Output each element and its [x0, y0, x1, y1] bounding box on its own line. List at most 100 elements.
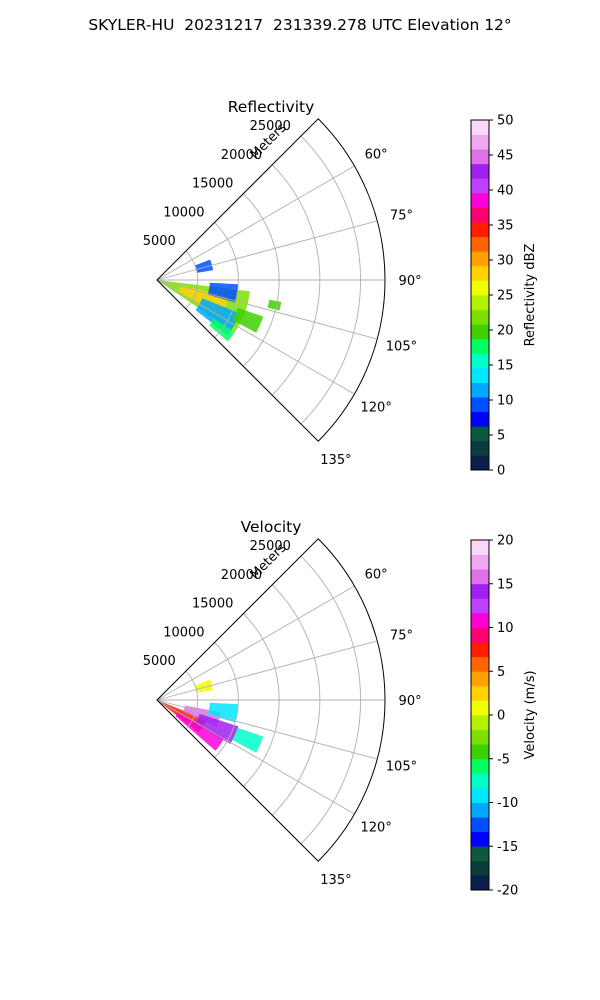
angle-gridline — [156, 165, 355, 281]
echo-region — [195, 679, 214, 693]
echo-region — [232, 307, 264, 333]
angle-tick-label: 60° — [365, 147, 388, 162]
colorbar-segment — [471, 554, 489, 570]
colorbar-segment — [471, 455, 489, 471]
colorbar-tick-label: 15 — [497, 359, 514, 374]
echo-region — [195, 298, 241, 336]
radial-tick-label: 10000 — [163, 205, 204, 220]
colorbar-tick-label: -5 — [497, 752, 510, 767]
colorbar-segment — [471, 831, 489, 847]
colorbar-segment — [471, 353, 489, 369]
colorbar-segment — [471, 178, 489, 194]
colorbar-tick-label: 35 — [497, 219, 514, 234]
polar-frame — [156, 118, 386, 442]
angle-tick-label: 120° — [361, 821, 392, 836]
radial-tick-label: 20000 — [221, 148, 262, 163]
angle-tick-label: 90° — [399, 274, 422, 289]
colorbar-segment — [471, 773, 489, 789]
colorbar-segment — [471, 324, 489, 340]
radial-tick-label: 25000 — [250, 119, 291, 134]
colorbar-segment — [471, 397, 489, 413]
colorbar-tick-label: 50 — [497, 114, 514, 129]
colorbar-segment — [471, 149, 489, 165]
angle-gridline — [156, 699, 378, 760]
colorbar-tick-label: 45 — [497, 149, 514, 164]
colorbar-segment — [471, 295, 489, 310]
colorbar-segment — [471, 338, 489, 354]
colorbar: 0 5 10 15 20 25 30 35 40 45 50 Reflectivity dBZ — [470, 114, 538, 479]
colorbar-segment — [471, 251, 489, 267]
polar-frame — [156, 538, 386, 862]
colorbar-segment — [471, 627, 489, 643]
radial-tick-label: 5000 — [143, 234, 176, 249]
colorbar-tick-label: 5 — [497, 429, 505, 444]
colorbar-segment — [471, 715, 489, 730]
angle-tick-label: 105° — [386, 340, 417, 355]
reflectivity-title: Reflectivity — [228, 98, 315, 116]
radial-tick-label: 10000 — [163, 625, 204, 640]
colorbar-tick-label: -15 — [497, 840, 518, 855]
colorbar-segment — [471, 729, 489, 745]
colorbar-segment — [471, 134, 489, 150]
colorbar-segment — [471, 787, 489, 803]
colorbar-segment — [471, 120, 489, 135]
colorbar-segment — [471, 860, 489, 876]
colorbar-segment — [471, 426, 489, 442]
colorbar-segment — [471, 642, 489, 658]
colorbar-tick-label: 20 — [497, 324, 514, 339]
angle-tick-label: 135° — [320, 873, 351, 888]
colorbar-segment — [471, 207, 489, 223]
colorbar-segment — [471, 802, 489, 818]
colorbar-segment — [471, 236, 489, 252]
colorbar-tick-label: -20 — [497, 884, 518, 899]
colorbar-segment — [471, 163, 489, 179]
angle-gridline — [156, 220, 378, 281]
colorbar-segment — [471, 612, 489, 628]
colorbar-segment — [471, 671, 489, 687]
echo-region — [232, 727, 264, 753]
angle-gridline — [156, 279, 378, 340]
colorbar-segment — [471, 280, 489, 296]
colorbar-segment — [471, 656, 489, 672]
colorbar-tick-label: 30 — [497, 254, 514, 269]
colorbar-segment — [471, 265, 489, 281]
colorbar-segment — [471, 817, 489, 833]
colorbar-segment — [471, 192, 489, 208]
colorbar-segment — [471, 309, 489, 325]
angle-tick-label: 135° — [320, 453, 351, 468]
colorbar-tick-label: 15 — [497, 577, 514, 592]
colorbar-tick-label: 5 — [497, 665, 505, 680]
echo-region — [207, 702, 239, 723]
echo-layer — [160, 259, 282, 342]
angle-tick-label: 105° — [386, 760, 417, 775]
angle-tick-label: 75° — [390, 628, 413, 643]
echo-region — [195, 713, 239, 745]
colorbar-label: Velocity (m/s) — [523, 670, 538, 759]
colorbar-segment — [471, 685, 489, 701]
colorbar-segment — [471, 367, 489, 383]
radial-tick-label: 25000 — [250, 539, 291, 554]
colorbar-segment — [471, 700, 489, 716]
angle-tick-label: 90° — [399, 694, 422, 709]
colorbar-tick-label: 10 — [497, 621, 514, 636]
colorbar-segment — [471, 569, 489, 585]
angle-gridline — [156, 279, 355, 395]
colorbar: -20 -15 -10 -5 0 5 10 15 20 Velocity (m/s) — [470, 534, 538, 899]
echo-region — [207, 282, 239, 303]
colorbar-segment — [471, 382, 489, 398]
echo-region — [209, 318, 235, 342]
echo-region — [267, 299, 282, 311]
radial-tick-label: 5000 — [143, 654, 176, 669]
echo-region — [175, 711, 225, 751]
velocity-title: Velocity — [241, 518, 302, 536]
colorbar-tick-label: 10 — [497, 394, 514, 409]
colorbar-tick-label: -10 — [497, 796, 518, 811]
colorbar-tick-label: 40 — [497, 184, 514, 199]
colorbar-tick-label: 0 — [497, 709, 505, 724]
colorbar-segment — [471, 411, 489, 427]
colorbar-segment — [471, 758, 489, 774]
